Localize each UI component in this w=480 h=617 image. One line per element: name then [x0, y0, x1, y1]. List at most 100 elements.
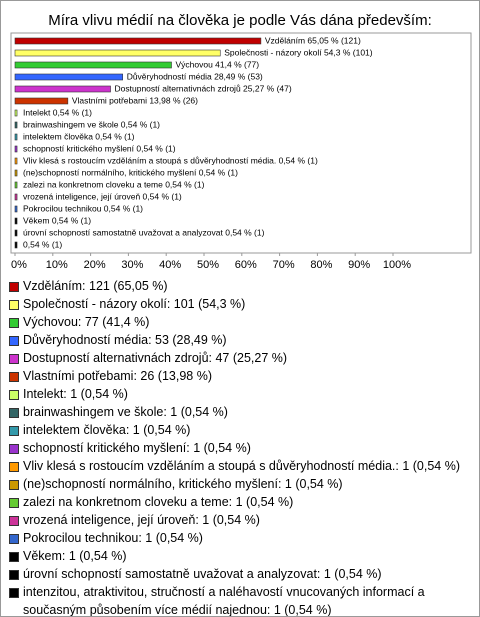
- legend-label: Společností - názory okolí: 101 (54,3 %): [23, 297, 246, 311]
- bar-label: vrozená inteligence, její úroveň 0,54 % …: [23, 191, 182, 201]
- bar-label: Vlastními potřebami 13,98 % (26): [72, 95, 198, 105]
- legend-item: Společností - názory okolí: 101 (54,3 %): [9, 296, 471, 314]
- legend-item: vrozená inteligence, její úroveň: 1 (0,5…: [9, 512, 471, 530]
- legend-item: úrovní schopností samostatně uvažovat a …: [9, 566, 471, 584]
- bar: [14, 217, 18, 225]
- legend: Vzděláním: 121 (65,05 %) Společností - ná…: [9, 278, 471, 617]
- legend-item: Důvěryhodností média: 53 (28,49 %): [9, 332, 471, 350]
- legend-swatch: [9, 444, 19, 454]
- legend-item: Výchovou: 77 (41,4 %): [9, 314, 471, 332]
- bar-label: Intelekt 0,54 % (1): [23, 107, 92, 117]
- bar: [14, 37, 262, 45]
- legend-item: zalezi na konkretnom cloveku a teme: 1 (…: [9, 494, 471, 512]
- bar-label: (ne)schopností normálního, kritického my…: [23, 167, 238, 177]
- legend-swatch: [9, 336, 19, 346]
- legend-item: Pokrocilou technikou: 1 (0,54 %): [9, 530, 471, 548]
- x-tick-label: 90%: [348, 259, 370, 271]
- legend-item: Vlastními potřebami: 26 (13,98 %): [9, 368, 471, 386]
- bar: [14, 169, 18, 177]
- legend-swatch: [9, 498, 19, 508]
- legend-swatch: [9, 354, 19, 364]
- legend-label: Dostupností alternativnách zdrojů: 47 (2…: [23, 351, 288, 365]
- bar-label: Dostupností alternativnách zdrojů 25,27 …: [115, 83, 292, 93]
- x-tick-label: 10%: [46, 259, 68, 271]
- bar: [14, 241, 18, 249]
- legend-item: Věkem: 1 (0,54 %): [9, 548, 471, 566]
- bar-label: brainwashingem ve škole 0,54 % (1): [23, 119, 160, 129]
- legend-swatch: [9, 300, 19, 310]
- legend-label: Věkem: 1 (0,54 %): [23, 549, 127, 563]
- x-tick-label: 70%: [273, 259, 295, 271]
- bar-label: Vzděláním 65,05 % (121): [265, 35, 361, 45]
- bar-label: Výchovou 41,4 % (77): [175, 59, 259, 69]
- legend-swatch: [9, 372, 19, 382]
- legend-label: vrozená inteligence, její úroveň: 1 (0,5…: [23, 513, 260, 527]
- plot-frame: [10, 32, 472, 254]
- chart: Míra vlivu médií na člověka je podle Vás…: [10, 12, 472, 271]
- legend-swatch: [9, 570, 19, 580]
- legend-item: intenzitou, atraktivitou, stručností a n…: [9, 584, 471, 617]
- legend-swatch: [9, 552, 19, 562]
- legend-swatch: [9, 588, 19, 598]
- legend-label: Vzděláním: 121 (65,05 %): [23, 279, 168, 293]
- legend-label: Vlastními potřebami: 26 (13,98 %): [23, 369, 212, 383]
- legend-item: Dostupností alternativnách zdrojů: 47 (2…: [9, 350, 471, 368]
- legend-label: Intelekt: 1 (0,54 %): [23, 387, 128, 401]
- legend-item: Intelekt: 1 (0,54 %): [9, 386, 471, 404]
- chart-title: Míra vlivu médií na člověka je podle Vás…: [48, 12, 432, 29]
- legend-item: intelektem člověka: 1 (0,54 %): [9, 422, 471, 440]
- bar-label: zalezi na konkretnom cloveku a teme 0,54…: [23, 179, 205, 189]
- bar: [14, 181, 18, 189]
- legend-label: zalezi na konkretnom cloveku a teme: 1 (…: [23, 495, 294, 509]
- legend-item: schopností kritického myšlení: 1 (0,54 %…: [9, 440, 471, 458]
- bar: [14, 133, 18, 141]
- bar-label: schopností kritického myšlení 0,54 % (1): [23, 143, 176, 153]
- legend-label: schopností kritického myšlení: 1 (0,54 %…: [23, 441, 251, 455]
- bar-label: úrovní schopností samostatně uvažovat a …: [23, 227, 265, 237]
- legend-swatch: [9, 282, 19, 292]
- legend-label: (ne)schopností normálního, kritického my…: [23, 477, 343, 491]
- bar-label: Vliv klesá s rostoucím vzděláním a stoup…: [23, 155, 318, 165]
- legend-swatch: [9, 462, 19, 472]
- bar: [14, 73, 123, 81]
- bar: [14, 85, 111, 93]
- legend-label: úrovní schopností samostatně uvažovat a …: [23, 567, 382, 581]
- legend-swatch: [9, 318, 19, 328]
- x-tick-label: 100%: [383, 259, 411, 271]
- bar: [14, 193, 18, 201]
- bar-label: Společnosti - názory okolí 54,3 % (101): [224, 47, 373, 57]
- legend-swatch: [9, 516, 19, 526]
- legend-item: (ne)schopností normálního, kritického my…: [9, 476, 471, 494]
- bar: [14, 121, 18, 129]
- legend-label: intelektem člověka: 1 (0,54 %): [23, 423, 191, 437]
- bar-label: intelektem člověka 0,54 % (1): [23, 131, 135, 141]
- legend-swatch: [9, 426, 19, 436]
- bar-label: Pokrocilou technikou 0,54 % (1): [23, 203, 143, 213]
- bar: [14, 205, 18, 213]
- legend-item: Vzděláním: 121 (65,05 %): [9, 278, 471, 296]
- legend-item: brainwashingem ve škole: 1 (0,54 %): [9, 404, 471, 422]
- x-tick-label: 60%: [235, 259, 257, 271]
- legend-label: Pokrocilou technikou: 1 (0,54 %): [23, 531, 203, 545]
- legend-item: Vliv klesá s rostoucím vzděláním a stoup…: [9, 458, 471, 476]
- legend-swatch: [9, 534, 19, 544]
- bar: [14, 157, 18, 165]
- bar-label: 0,54 % (1): [23, 239, 62, 249]
- x-tick-label: 30%: [121, 259, 143, 271]
- legend-label: brainwashingem ve škole: 1 (0,54 %): [23, 405, 228, 419]
- bar-label: Důvěryhodností média 28,49 % (53): [127, 71, 263, 81]
- legend-label: Důvěryhodností média: 53 (28,49 %): [23, 333, 227, 347]
- legend-swatch: [9, 408, 19, 418]
- x-tick-label: 0%: [11, 259, 27, 271]
- bar: [14, 61, 172, 69]
- legend-label: Výchovou: 77 (41,4 %): [23, 315, 150, 329]
- bar: [14, 145, 18, 153]
- x-tick-label: 50%: [197, 259, 219, 271]
- legend-swatch: [9, 480, 19, 490]
- x-tick-label: 80%: [310, 259, 332, 271]
- legend-label: Vliv klesá s rostoucím vzděláním a stoup…: [23, 459, 461, 473]
- legend-label: intenzitou, atraktivitou, stručností a n…: [23, 585, 425, 617]
- x-tick-label: 40%: [159, 259, 181, 271]
- x-tick-label: 20%: [84, 259, 106, 271]
